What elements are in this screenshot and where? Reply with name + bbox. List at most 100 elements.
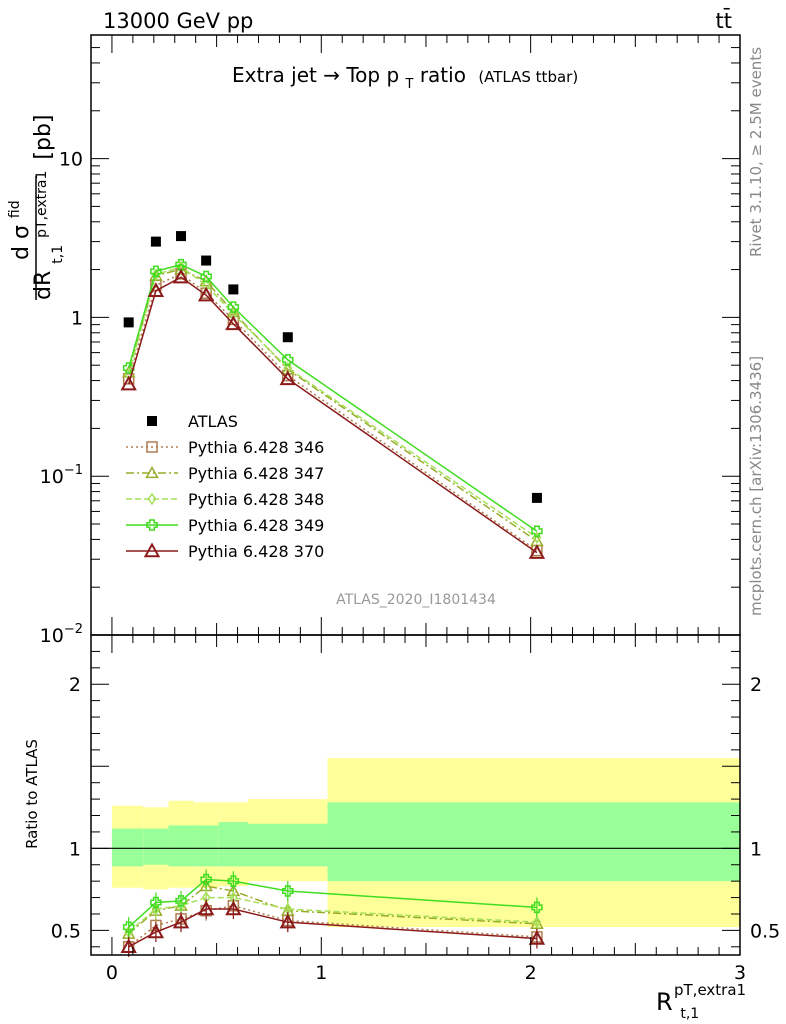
- data-point: [225, 315, 242, 331]
- xlabel: R t,1 pT,extra1: [656, 981, 746, 1022]
- main-ytick-label: 10: [59, 149, 83, 171]
- ratio-ytick-label-left: 1: [69, 838, 81, 860]
- data-point: [200, 270, 212, 283]
- title-arrow: →: [323, 63, 340, 87]
- ylabel-unit: [pb]: [31, 114, 56, 159]
- ratio-ylabel: Ratio to ATLAS: [23, 739, 41, 849]
- legend-marker: [145, 465, 159, 479]
- main-ytick-base: 10: [40, 466, 64, 488]
- data-point: [282, 332, 293, 343]
- data-point: [123, 317, 134, 328]
- legend-label: Pythia 6.428 346: [188, 438, 324, 457]
- main-ytick-base: 1: [71, 307, 83, 329]
- title-main: Extra jet: [232, 63, 317, 87]
- ratio-series-layer: [120, 869, 546, 957]
- main-ytick-label: 10−1: [40, 463, 83, 488]
- legend-entry: Pythia 6.428 349: [126, 516, 324, 535]
- legend-label: Pythia 6.428 347: [188, 464, 324, 483]
- ratio-point: [200, 873, 212, 886]
- legend-entry: Pythia 6.428 347: [126, 464, 324, 483]
- series-line: [127, 266, 538, 539]
- svg-text:R t,1: R t,1: [656, 988, 699, 1022]
- series-line: [127, 276, 538, 554]
- ratio-xtick-label: 3: [734, 962, 746, 984]
- ratio-xtick-label: 2: [525, 962, 537, 984]
- data-point: [531, 492, 542, 503]
- chart-title: Extra jet → Top p T ratio (ATLAS ttbar): [232, 63, 578, 93]
- ratio-point: [282, 885, 294, 897]
- uncertainty-band-inner: [193, 825, 219, 867]
- data-point: [282, 354, 294, 366]
- ratio-point: [150, 896, 162, 909]
- ratio-point: [120, 938, 137, 953]
- legend-entry: Pythia 6.428 348: [126, 490, 324, 509]
- data-point: [201, 255, 212, 266]
- main-ytick-base: 10: [59, 149, 83, 171]
- data-point: [175, 258, 187, 271]
- ratio-ytick-label-right: 1: [750, 838, 762, 860]
- rivet-version-label: Rivet 3.1.10, ≥ 2.5M events: [747, 47, 765, 257]
- ratio-point: [227, 875, 240, 887]
- data-point: [531, 525, 543, 538]
- legend-entry: Pythia 6.428 370: [126, 542, 324, 561]
- ratio-point: [122, 921, 135, 933]
- mcplots-label: mcplots.cern.ch [arXiv:1306.3436]: [747, 356, 765, 616]
- legend-label: Pythia 6.428 348: [188, 490, 324, 509]
- series-pythia-6-428-370: [120, 268, 546, 559]
- main-ytick-label: 10−2: [40, 622, 83, 647]
- series-pythia-6-428-347: [121, 262, 544, 547]
- ratio-point: [531, 901, 543, 914]
- main-series-layer: [120, 231, 546, 559]
- main-ytick-base: 10: [40, 625, 64, 647]
- data-point: [197, 286, 215, 302]
- xlabel-main: R: [656, 988, 673, 1016]
- data-point: [227, 301, 240, 313]
- svg-text:d σ fid: d σ fid: [7, 200, 34, 260]
- ratio-xtick-label: 0: [106, 962, 118, 984]
- series-line: [127, 263, 538, 532]
- ylabel-sigma: σ: [9, 225, 34, 239]
- data-point: [150, 236, 161, 247]
- series-pythia-6-428-349: [122, 258, 543, 538]
- header-process-label: tt̄: [716, 8, 732, 33]
- series-line: [127, 272, 538, 552]
- uncertainty-band-inner: [327, 802, 740, 882]
- ratio-point: [528, 930, 546, 945]
- legend: ATLAS Pythia 6.428 346 Pythia 6.428 347 Pyt…: [126, 412, 324, 561]
- data-point: [122, 362, 135, 374]
- data-point: [528, 544, 546, 559]
- uncertainty-band-inner: [168, 825, 194, 867]
- data-point: [120, 375, 137, 391]
- ratio-series-pythia-6-428-370: [120, 899, 546, 957]
- legend-marker: [147, 416, 157, 426]
- legend-label: Pythia 6.428 370: [188, 542, 324, 561]
- svg-text:dR t,1 pT,extra1: dR t,1 pT,extra1 [pb]: [27, 114, 68, 300]
- legend-label: Pythia 6.428 349: [188, 516, 324, 535]
- data-point: [279, 370, 296, 386]
- main-ytick-exp: −2: [64, 622, 83, 637]
- legend-marker: [143, 542, 161, 558]
- xlabel-sub: t,1: [680, 1006, 699, 1022]
- ratio-ytick-label-right: 2: [750, 674, 762, 696]
- legend-entry: Pythia 6.428 346: [126, 438, 324, 457]
- uncertainty-band-inner: [248, 823, 328, 867]
- data-point: [228, 284, 239, 295]
- analysis-id-label: ATLAS_2020_I1801434: [336, 592, 496, 608]
- ratio-xtick-label: 1: [315, 962, 327, 984]
- header-energy-label: 13000 GeV pp: [103, 9, 253, 33]
- legend-label: ATLAS: [188, 412, 238, 431]
- ratio-ytick-label-left: 2: [69, 674, 81, 696]
- title-mid: Top p: [345, 63, 399, 87]
- ratio-point: [147, 923, 165, 939]
- ylabel-d: dR: [31, 271, 56, 300]
- ratio-point: [175, 895, 187, 907]
- data-point: [147, 282, 165, 298]
- legend-marker: [147, 492, 157, 506]
- ratio-ytick-label-left: 0.5: [51, 920, 81, 942]
- ratio-ytick-label-right: 0.5: [750, 920, 780, 942]
- ratio-point: [172, 913, 190, 929]
- ylabel-fid: fid: [7, 200, 23, 218]
- svg-text:Extra jet → Top p: Extra jet → Top p T ratio (ATLAS ttbar): [232, 63, 578, 93]
- ylabel-sub-t: t,1: [50, 245, 66, 264]
- data-point: [176, 231, 187, 242]
